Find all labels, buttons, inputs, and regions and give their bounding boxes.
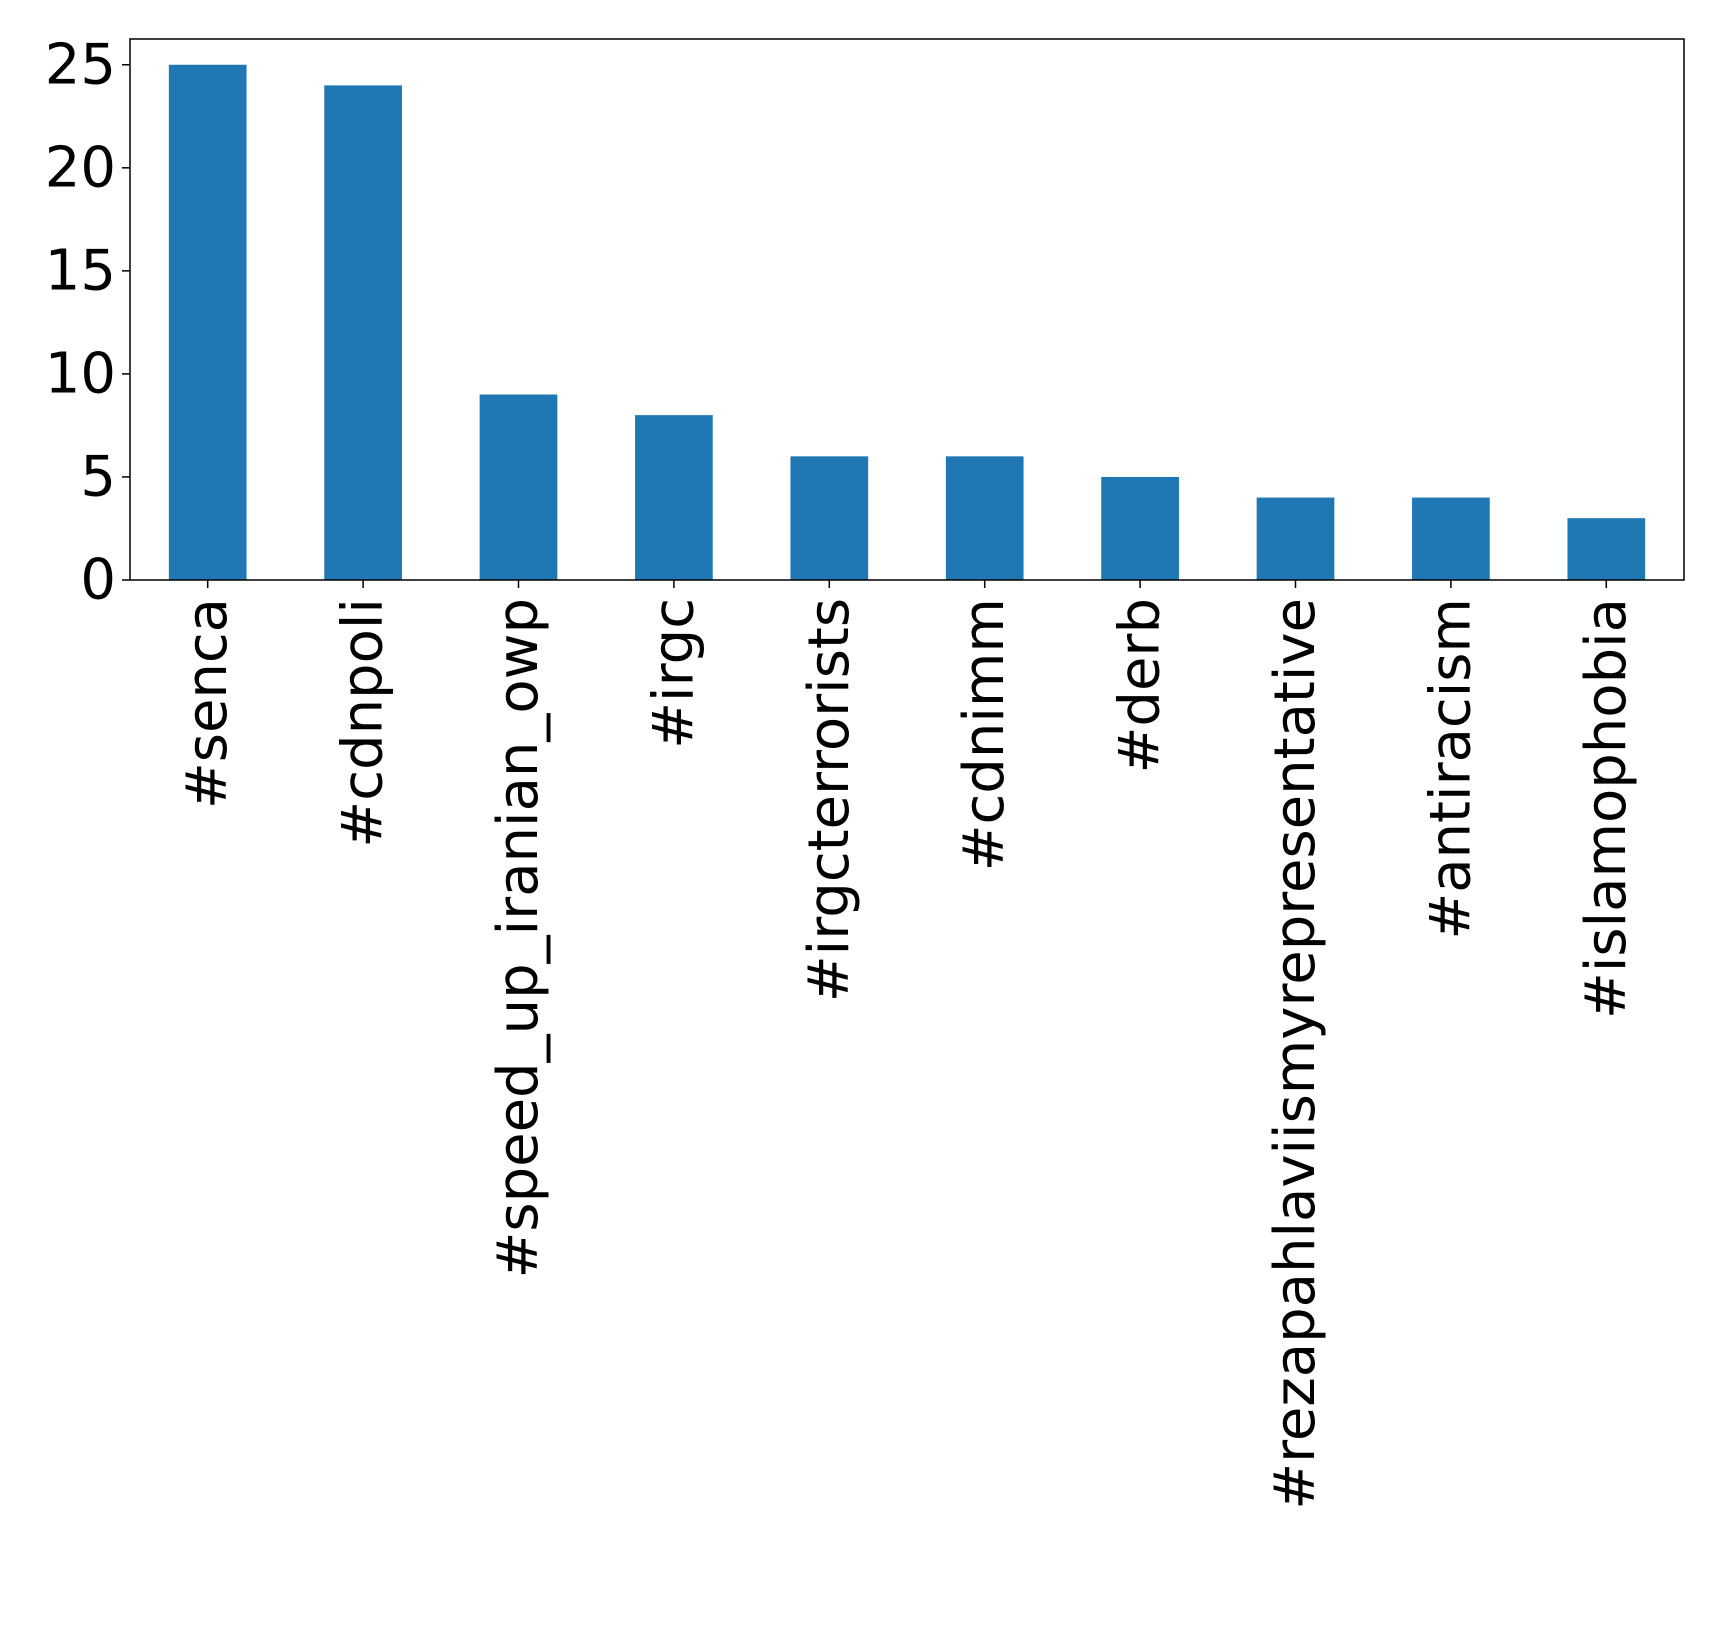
x-axis-ticks: #senca #cdnpoli #speed_up_iranian_owp #irgc… — [175, 580, 1639, 1510]
y-axis-ticks: 0 5 10 15 20 25 — [45, 32, 130, 613]
y-tick-label: 5 — [80, 444, 116, 509]
y-tick-label: 15 — [45, 238, 116, 303]
bar-1 — [324, 85, 402, 580]
y-tick-label: 0 — [80, 548, 116, 613]
y-tick-label: 10 — [45, 341, 116, 406]
bar-9 — [1567, 518, 1646, 580]
bar-5 — [945, 456, 1024, 580]
x-tick-label: #cdnpoli — [331, 598, 396, 848]
x-tick-label: #derb — [1108, 598, 1173, 774]
x-tick-label: #senca — [175, 598, 240, 809]
x-tick-label: #rezapahlaviismyrepresentative — [1263, 598, 1328, 1510]
x-tick-label: #speed_up_iranian_owp — [486, 598, 551, 1279]
x-tick-label: #cdnimm — [952, 598, 1017, 871]
x-tick-label: #irgcterrorists — [797, 598, 862, 1002]
x-tick-label: #irgc — [641, 598, 706, 749]
bar-8 — [1412, 497, 1490, 580]
x-tick-label: #islamophobia — [1574, 598, 1639, 1019]
y-tick-label: 25 — [45, 32, 116, 97]
plot-frame — [129, 38, 1685, 581]
bar-3 — [635, 415, 713, 580]
bar-4 — [790, 456, 869, 580]
x-tick-label: #antiracism — [1418, 598, 1483, 940]
bar-0 — [168, 64, 247, 580]
bars-layer — [168, 64, 1646, 580]
bar-7 — [1256, 497, 1335, 580]
bar-2 — [479, 394, 558, 580]
y-tick-label: 20 — [45, 135, 116, 200]
bar-6 — [1101, 476, 1179, 580]
